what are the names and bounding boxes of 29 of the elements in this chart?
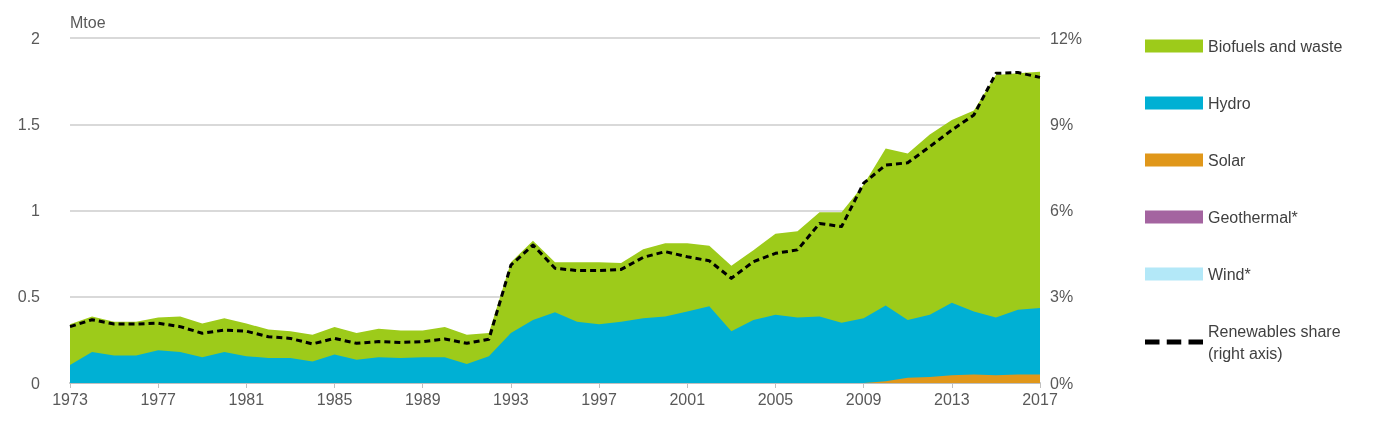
y2-tick-label: 12%	[1050, 29, 1083, 47]
x-tick-label: 2005	[757, 390, 794, 408]
x-tick-label: 2009	[845, 390, 882, 408]
legend-label: Solar	[1208, 151, 1247, 169]
y-tick-label: 0.5	[17, 288, 41, 306]
x-tick-label: 2013	[934, 390, 970, 408]
legend-label: Hydro	[1208, 94, 1251, 112]
y-tick-label: 1	[31, 202, 41, 219]
y2-tick-label: 3%	[1050, 288, 1074, 306]
legend-label: Geothermal*	[1208, 208, 1298, 226]
x-tick-label: 1981	[228, 390, 265, 408]
x-tick-label: 1993	[493, 390, 529, 408]
y-tick-label: 0	[31, 374, 41, 392]
x-tick-label: 1977	[140, 390, 177, 408]
x-tick-label: 1973	[52, 390, 88, 408]
x-tick-label: 1985	[316, 390, 353, 408]
x-tick-label: 1989	[404, 390, 441, 408]
y2-tick-label: 6%	[1050, 202, 1074, 219]
legend-label: Wind*	[1208, 265, 1251, 283]
y2-tick-label: 0%	[1050, 374, 1074, 392]
y-axis-title: Mtoe	[70, 13, 106, 31]
y-tick-label: 1.5	[17, 115, 41, 133]
x-tick-label: 2017	[1022, 390, 1058, 408]
legend-label: Biofuels and waste	[1208, 37, 1343, 55]
x-tick-label: 2001	[669, 390, 706, 408]
legend-label: Renewables share (right axis)	[1208, 322, 1345, 362]
y-tick-label: 2	[31, 29, 41, 47]
y2-tick-label: 9%	[1050, 115, 1074, 133]
x-tick-label: 1997	[581, 390, 617, 408]
